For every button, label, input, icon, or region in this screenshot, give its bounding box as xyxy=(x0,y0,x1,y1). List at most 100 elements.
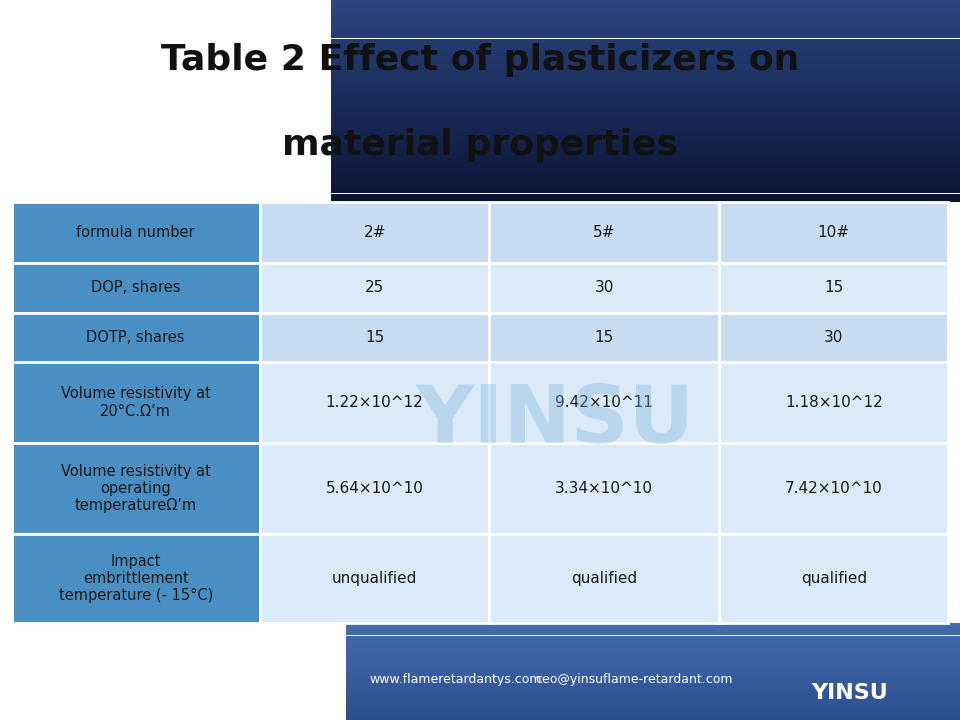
Text: DOP, shares: DOP, shares xyxy=(91,280,180,295)
Bar xyxy=(331,85,960,86)
Bar xyxy=(331,154,960,155)
Bar xyxy=(331,2,960,3)
Bar xyxy=(331,18,960,19)
Bar xyxy=(331,168,960,169)
Bar xyxy=(331,73,960,74)
Bar xyxy=(331,172,960,174)
Bar xyxy=(331,184,960,185)
Bar xyxy=(260,202,490,263)
Bar xyxy=(331,86,960,87)
Text: YINSU: YINSU xyxy=(416,382,694,459)
Bar xyxy=(331,76,960,77)
Bar xyxy=(331,28,960,30)
Bar xyxy=(331,30,960,32)
Bar xyxy=(331,174,960,175)
Bar xyxy=(331,63,960,64)
Bar xyxy=(331,32,960,33)
Bar xyxy=(260,312,490,362)
Bar xyxy=(331,49,960,50)
Bar xyxy=(331,47,960,48)
Bar xyxy=(331,22,960,23)
Bar xyxy=(331,33,960,35)
Bar xyxy=(719,534,948,623)
Bar xyxy=(331,139,960,140)
Bar xyxy=(331,189,960,191)
Bar xyxy=(331,9,960,10)
Bar xyxy=(331,138,960,139)
Bar xyxy=(719,443,948,534)
Bar xyxy=(331,12,960,13)
Bar xyxy=(331,14,960,15)
Text: 10#: 10# xyxy=(818,225,850,240)
Bar xyxy=(331,150,960,151)
Bar xyxy=(331,142,960,143)
Bar xyxy=(331,20,960,22)
Bar xyxy=(331,11,960,12)
Text: 15: 15 xyxy=(824,280,843,295)
Bar xyxy=(331,7,960,8)
Bar xyxy=(331,81,960,82)
Bar xyxy=(331,162,960,163)
Bar xyxy=(331,83,960,84)
Bar xyxy=(331,95,960,96)
Bar xyxy=(331,151,960,152)
Bar xyxy=(331,152,960,153)
Bar xyxy=(490,362,719,443)
Bar xyxy=(331,196,960,197)
Bar xyxy=(331,42,960,44)
Bar xyxy=(331,127,960,129)
Text: qualified: qualified xyxy=(801,571,867,586)
Bar xyxy=(331,192,960,194)
Bar xyxy=(331,186,960,187)
Bar xyxy=(331,136,960,137)
Bar xyxy=(331,105,960,107)
Bar xyxy=(331,112,960,114)
Bar xyxy=(331,24,960,25)
Bar xyxy=(331,4,960,5)
Bar xyxy=(331,27,960,28)
Bar xyxy=(331,107,960,109)
Bar xyxy=(331,119,960,120)
Bar xyxy=(331,102,960,104)
Text: 25: 25 xyxy=(365,280,384,295)
Text: www.flameretardantys.com: www.flameretardantys.com xyxy=(370,672,542,685)
Bar xyxy=(331,1,960,2)
Bar xyxy=(331,146,960,147)
Bar xyxy=(331,69,960,70)
Text: Table 2 Effect of plasticizers on: Table 2 Effect of plasticizers on xyxy=(161,43,799,78)
Text: Volume resistivity at
20°C.Ω’m: Volume resistivity at 20°C.Ω’m xyxy=(60,387,210,419)
Bar xyxy=(331,88,960,89)
Bar xyxy=(331,91,960,92)
Bar xyxy=(331,165,960,166)
Bar xyxy=(331,201,960,202)
Bar xyxy=(331,156,960,157)
Text: 15: 15 xyxy=(365,330,384,345)
Bar xyxy=(331,163,960,164)
Bar xyxy=(331,176,960,177)
Bar xyxy=(331,104,960,105)
Bar xyxy=(331,177,960,179)
Bar xyxy=(331,137,960,138)
Bar xyxy=(331,135,960,136)
Bar xyxy=(331,13,960,14)
Bar xyxy=(331,92,960,93)
Text: material properties: material properties xyxy=(282,128,678,162)
Bar xyxy=(331,35,960,37)
Bar xyxy=(331,6,960,7)
Text: 5#: 5# xyxy=(593,225,615,240)
Bar xyxy=(331,10,960,11)
Text: 7.42×10^10: 7.42×10^10 xyxy=(785,481,882,496)
Bar xyxy=(331,19,960,20)
Bar xyxy=(331,131,960,132)
Bar xyxy=(331,122,960,124)
Bar xyxy=(490,312,719,362)
Bar xyxy=(331,166,960,167)
Bar xyxy=(331,155,960,156)
Bar xyxy=(331,68,960,69)
Bar xyxy=(331,164,960,165)
Bar xyxy=(331,89,960,90)
Bar xyxy=(331,182,960,184)
Text: unqualified: unqualified xyxy=(332,571,418,586)
Bar xyxy=(12,312,260,362)
Bar xyxy=(490,263,719,312)
